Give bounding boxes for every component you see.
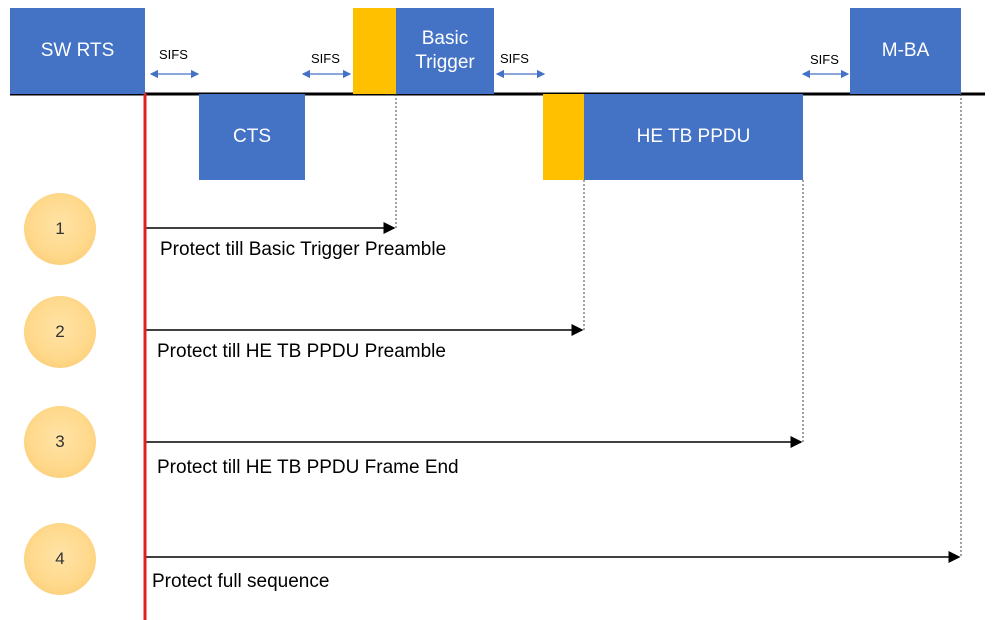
option-3-caption: Protect till HE TB PPDU Frame End <box>157 457 459 478</box>
basic-trigger-frame: Basic Trigger <box>396 8 494 94</box>
m-ba-frame: M-BA <box>850 8 961 94</box>
basic-trigger-preamble <box>353 8 396 94</box>
sw-rts-label: SW RTS <box>40 40 115 61</box>
option-1-badge: 1 <box>24 193 96 265</box>
sifs-label-1: SIFS <box>159 47 188 62</box>
cts-frame: CTS <box>199 94 305 180</box>
option-4-badge: 4 <box>24 523 96 595</box>
basic-trigger-label: Basic Trigger <box>415 28 475 73</box>
option-1-number: 1 <box>55 219 65 238</box>
option-2-caption: Protect till HE TB PPDU Preamble <box>157 341 446 362</box>
sifs-label-4: SIFS <box>810 52 839 67</box>
he-tb-ppdu-label: HE TB PPDU <box>636 126 751 147</box>
cts-label: CTS <box>233 126 271 147</box>
option-1-caption: Protect till Basic Trigger Preamble <box>160 239 447 260</box>
option-4-number: 4 <box>55 549 65 568</box>
m-ba-label: M-BA <box>881 40 930 61</box>
option-2-number: 2 <box>55 322 65 341</box>
he-tb-ppdu-frame: HE TB PPDU <box>584 94 803 180</box>
option-2-badge: 2 <box>24 296 96 368</box>
sifs-label-2: SIFS <box>311 51 340 66</box>
he-tb-ppdu-preamble <box>543 94 584 180</box>
sw-rts-frame: SW RTS <box>10 8 145 94</box>
option-3-badge: 3 <box>24 406 96 478</box>
option-4-caption: Protect full sequence <box>152 571 330 592</box>
sifs-label-3: SIFS <box>500 51 529 66</box>
option-3-number: 3 <box>55 432 65 451</box>
